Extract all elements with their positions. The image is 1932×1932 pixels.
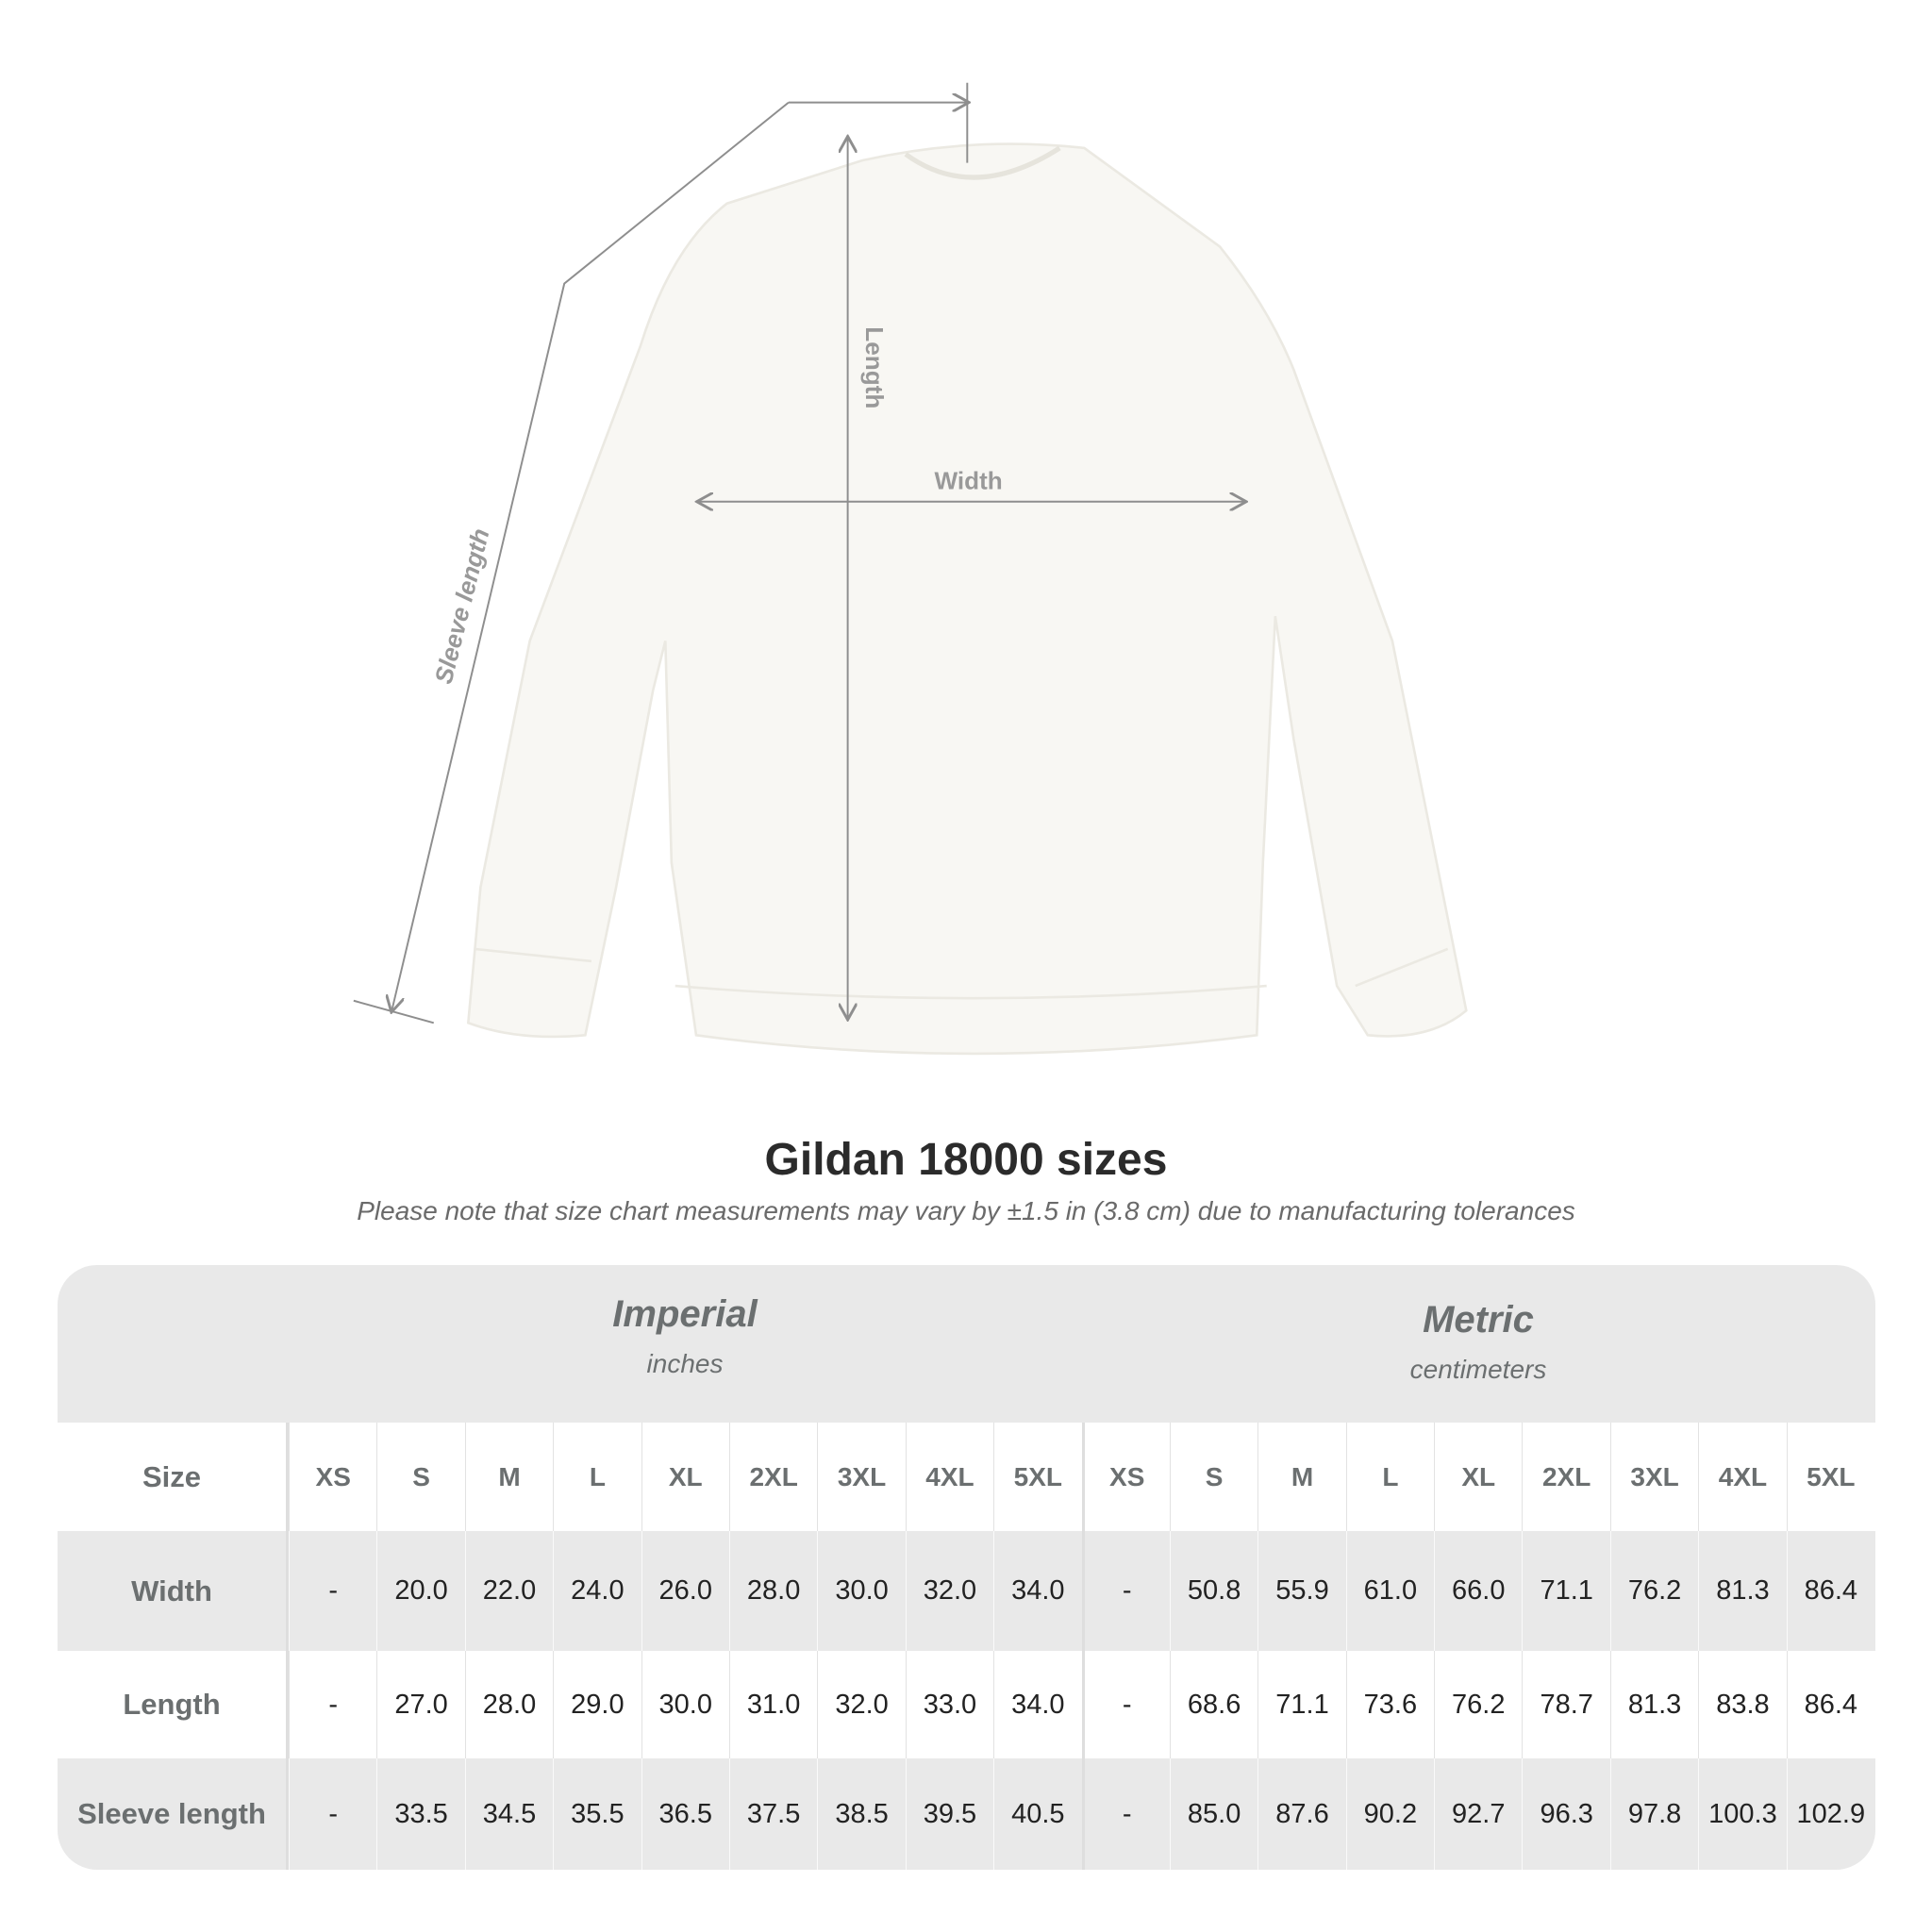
table-cell: 34.0 <box>993 1531 1081 1651</box>
table-cell: 81.3 <box>1609 1651 1698 1758</box>
table-cell: 68.6 <box>1169 1651 1257 1758</box>
size-header-cell: 5XL <box>993 1423 1081 1531</box>
table-cell: 83.8 <box>1698 1651 1786 1758</box>
table-cell: 78.7 <box>1522 1651 1609 1758</box>
table-cell: 36.5 <box>641 1758 729 1870</box>
size-header-cell: L <box>553 1423 641 1531</box>
table-cell: 26.0 <box>641 1531 729 1651</box>
table-cell: 37.5 <box>728 1758 817 1870</box>
table-row-width: Width -20.0 22.0 24.0 26.0 28.0 30.0 32.0 34.0-5… <box>58 1531 1875 1651</box>
size-header-cell: L <box>1345 1423 1434 1531</box>
table-cell: 29.0 <box>553 1651 641 1758</box>
table-cell: 28.0 <box>464 1651 553 1758</box>
table-cell: - <box>1081 1651 1170 1758</box>
imperial-header: Imperial inches <box>289 1293 1081 1379</box>
table-cell: 31.0 <box>728 1651 817 1758</box>
table-cell: 20.0 <box>376 1531 464 1651</box>
size-header-cell: 2XL <box>1522 1423 1609 1531</box>
imperial-title: Imperial <box>612 1293 758 1335</box>
table-cell: 86.4 <box>1786 1651 1874 1758</box>
table-cell: 40.5 <box>993 1758 1081 1870</box>
table-cell: 66.0 <box>1434 1531 1522 1651</box>
table-cell: 32.0 <box>817 1651 905 1758</box>
table-row-sleeve-length: Sleeve length -33.5 34.5 35.5 36.5 37.5 38.5 39… <box>58 1758 1875 1870</box>
table-cell: 32.0 <box>905 1531 993 1651</box>
table-cell: 85.0 <box>1169 1758 1257 1870</box>
sweatshirt-body <box>466 142 1468 1056</box>
table-cell: 33.5 <box>376 1758 464 1870</box>
table-cell: 73.6 <box>1345 1651 1434 1758</box>
size-header-cell: 4XL <box>905 1423 993 1531</box>
size-header-cell: 4XL <box>1698 1423 1786 1531</box>
table-cell: 22.0 <box>464 1531 553 1651</box>
table-cell: 71.1 <box>1522 1531 1609 1651</box>
row-label: Width <box>58 1531 289 1651</box>
table-cell: 35.5 <box>553 1758 641 1870</box>
size-header-cell: M <box>1257 1423 1345 1531</box>
table-cell: 30.0 <box>641 1651 729 1758</box>
table-cell: 81.3 <box>1698 1531 1786 1651</box>
table-cell: 90.2 <box>1345 1758 1434 1870</box>
metric-header: Metric centimeters <box>1082 1299 1874 1385</box>
unit-header: Imperial inches Metric centimeters <box>58 1265 1875 1423</box>
table-cell: 34.0 <box>993 1651 1081 1758</box>
table-cell: 50.8 <box>1169 1531 1257 1651</box>
table-cell: 87.6 <box>1257 1758 1345 1870</box>
row-label: Length <box>58 1651 289 1758</box>
width-label: Width <box>934 467 1002 495</box>
sleeve-length-label: Sleeve length <box>429 525 495 687</box>
table-cell: - <box>1081 1531 1170 1651</box>
table-cell: 102.9 <box>1786 1758 1874 1870</box>
metric-unit: centimeters <box>1409 1355 1547 1384</box>
table-cell: 28.0 <box>728 1531 817 1651</box>
table-cell: 86.4 <box>1786 1531 1874 1651</box>
table-cell: 55.9 <box>1257 1531 1345 1651</box>
size-header-cell: 3XL <box>817 1423 905 1531</box>
table-cell: 76.2 <box>1609 1531 1698 1651</box>
metric-title: Metric <box>1423 1299 1534 1341</box>
table-cell: 92.7 <box>1434 1758 1522 1870</box>
table-cell: 76.2 <box>1434 1651 1522 1758</box>
size-header-cell: 5XL <box>1786 1423 1874 1531</box>
tolerance-note: Please note that size chart measurements… <box>357 1196 1575 1225</box>
table-cell: - <box>1081 1758 1170 1870</box>
table-cell: 24.0 <box>553 1531 641 1651</box>
size-header-cell: XS <box>1081 1423 1170 1531</box>
size-header-cell: 2XL <box>728 1423 817 1531</box>
table-cell: 39.5 <box>905 1758 993 1870</box>
size-label: Size <box>58 1423 289 1531</box>
size-header-cell: XL <box>641 1423 729 1531</box>
size-header-cell: XS <box>289 1423 376 1531</box>
table-cell: 96.3 <box>1522 1758 1609 1870</box>
table-cell: - <box>289 1531 376 1651</box>
size-header-cell: M <box>464 1423 553 1531</box>
row-label: Sleeve length <box>58 1758 289 1870</box>
size-header-cell: S <box>376 1423 464 1531</box>
size-header-cell: XL <box>1434 1423 1522 1531</box>
page-title: Gildan 18000 sizes <box>764 1135 1168 1185</box>
table-cell: 30.0 <box>817 1531 905 1651</box>
size-header-cell: 3XL <box>1609 1423 1698 1531</box>
length-label: Length <box>860 326 889 408</box>
table-cell: 100.3 <box>1698 1758 1786 1870</box>
size-row: Size XS S M L XL 2XL 3XL 4XL 5XL XS S M L XL 2XL 3XL 4XL… <box>58 1423 1875 1531</box>
table-cell: 33.0 <box>905 1651 993 1758</box>
table-cell: 27.0 <box>376 1651 464 1758</box>
table-cell: 97.8 <box>1609 1758 1698 1870</box>
table-cell: 38.5 <box>817 1758 905 1870</box>
table-cell: 61.0 <box>1345 1531 1434 1651</box>
size-header-cell: S <box>1169 1423 1257 1531</box>
imperial-unit: inches <box>646 1349 724 1378</box>
size-table: Imperial inches Metric centimeters Size … <box>58 1265 1875 1870</box>
table-cell: - <box>289 1758 376 1870</box>
table-cell: - <box>289 1651 376 1758</box>
table-cell: 71.1 <box>1257 1651 1345 1758</box>
table-row-length: Length -27.0 28.0 29.0 30.0 31.0 32.0 33.0 34.0-… <box>58 1651 1875 1758</box>
sweatshirt-illustration: Length Width Sleeve length <box>353 82 1468 1056</box>
table-cell: 34.5 <box>464 1758 553 1870</box>
